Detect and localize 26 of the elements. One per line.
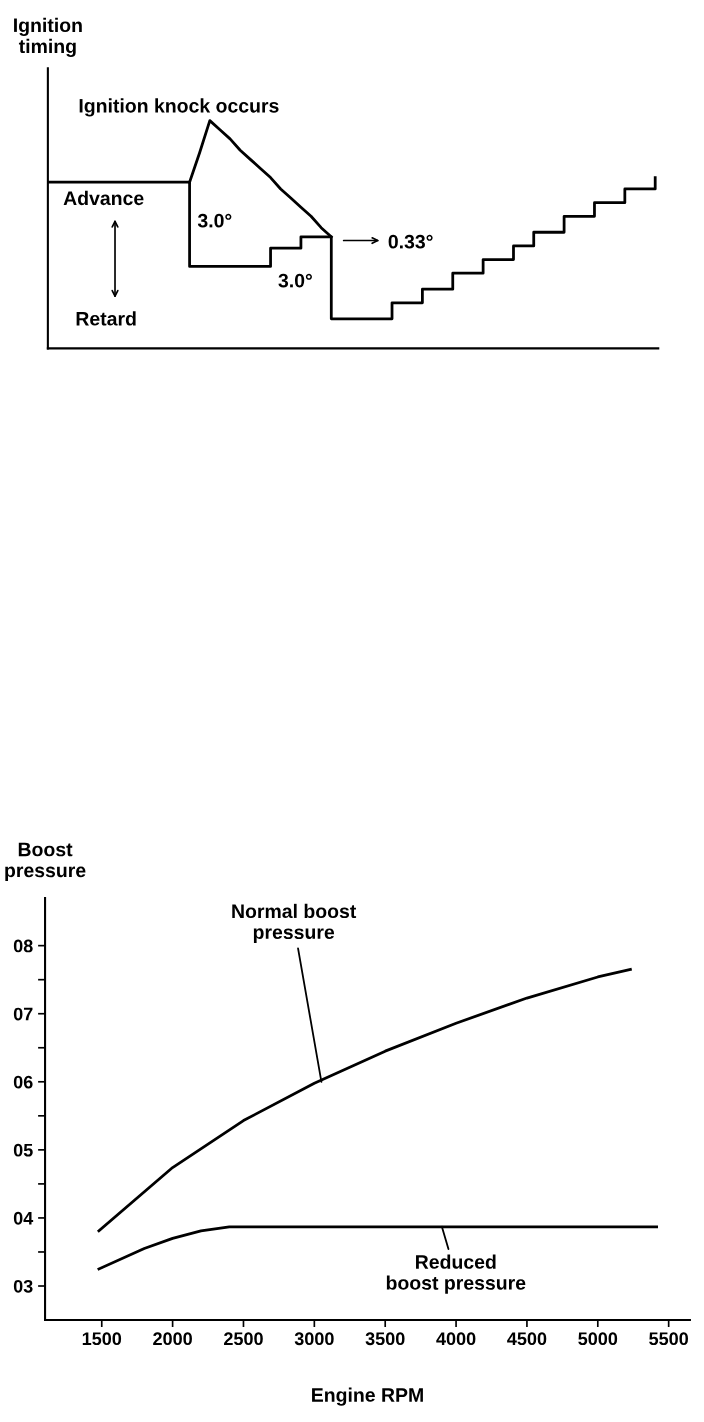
y-axis-title: Ignition timing [14,17,82,58]
annotation: 3.0° [197,213,232,228]
x-tick-label: 5000 [578,1332,618,1346]
y-tick-label: 07 [13,1007,33,1021]
annotation: Retard [76,311,136,326]
x-tick-label: 1500 [82,1332,122,1346]
x-tick-label: 5500 [649,1332,689,1346]
text: Ignition knock occurs [79,98,279,117]
annotation: Normal boost pressure [232,903,357,943]
annotation: 3.0° [278,273,312,288]
x-tick-label: 4500 [507,1332,547,1346]
x-tick-label: 3000 [294,1332,334,1346]
x-axis-title: Engine RPM [312,1387,423,1406]
y-tick-label: 05 [13,1143,33,1157]
y-tick-label: 06 [13,1075,33,1089]
y-axis-title: Boost pressure [5,842,86,882]
annotation: 0.33° [388,234,433,249]
y-tick-label: 08 [13,939,33,953]
x-tick-label: 2500 [224,1332,263,1346]
x-tick-label: 4000 [436,1332,476,1346]
y-tick-label: 04 [13,1211,34,1225]
x-tick-label: 3500 [365,1332,405,1346]
y-tick-label: 03 [13,1279,33,1293]
x-tick-label: 2000 [153,1332,192,1346]
annotation: Reduced boost pressure [386,1254,526,1294]
annotation: Advance [63,190,144,206]
